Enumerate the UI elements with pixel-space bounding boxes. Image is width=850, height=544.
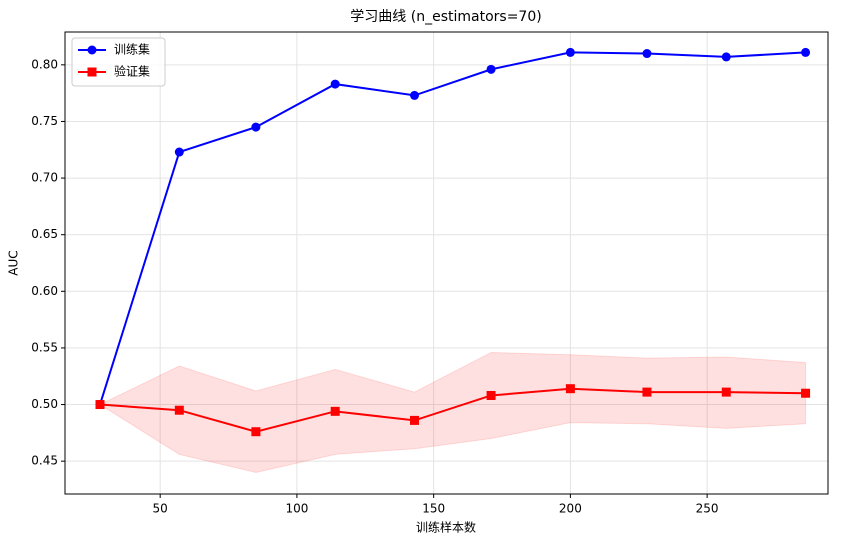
y-tick-label: 0.55 (31, 340, 58, 354)
marker (721, 387, 731, 397)
marker (486, 64, 496, 74)
marker (801, 388, 811, 398)
marker (174, 147, 184, 157)
y-tick-label: 0.75 (31, 114, 58, 128)
y-tick-label: 0.70 (31, 171, 58, 185)
y-tick-label: 0.65 (31, 227, 58, 241)
plot-frame (64, 31, 829, 495)
series-line (99, 51, 806, 405)
marker (330, 79, 340, 89)
x-tick-label: 200 (559, 502, 582, 516)
legend-label: 验证集 (114, 64, 150, 79)
x-tick-label: 150 (422, 502, 445, 516)
y-tick-label: 0.50 (31, 397, 58, 411)
y-tick-label: 0.45 (31, 454, 58, 468)
marker (642, 49, 652, 59)
marker (174, 405, 184, 415)
marker (565, 47, 575, 57)
x-tick-label: 100 (285, 502, 308, 516)
marker (721, 52, 731, 62)
marker (642, 387, 652, 397)
series-line (99, 387, 806, 433)
x-axis-label: 训练样本数 (416, 520, 476, 535)
marker (251, 122, 261, 132)
y-axis-label: AUC (7, 250, 21, 275)
marker (801, 47, 811, 57)
chart-title: 学习曲线 (n_estimators=70) (350, 9, 541, 25)
x-tick-label: 250 (696, 502, 719, 516)
marker (330, 406, 340, 416)
marker (410, 90, 420, 100)
legend-marker (87, 45, 97, 55)
legend-label: 训练集 (114, 42, 150, 57)
y-tick-label: 0.80 (31, 57, 58, 71)
marker (251, 427, 261, 437)
marker (95, 400, 105, 410)
legend-marker (87, 67, 97, 77)
marker (565, 384, 575, 394)
x-tick-label: 50 (153, 502, 168, 516)
marker (486, 390, 496, 400)
marker (410, 415, 420, 425)
y-tick-label: 0.60 (31, 284, 58, 298)
